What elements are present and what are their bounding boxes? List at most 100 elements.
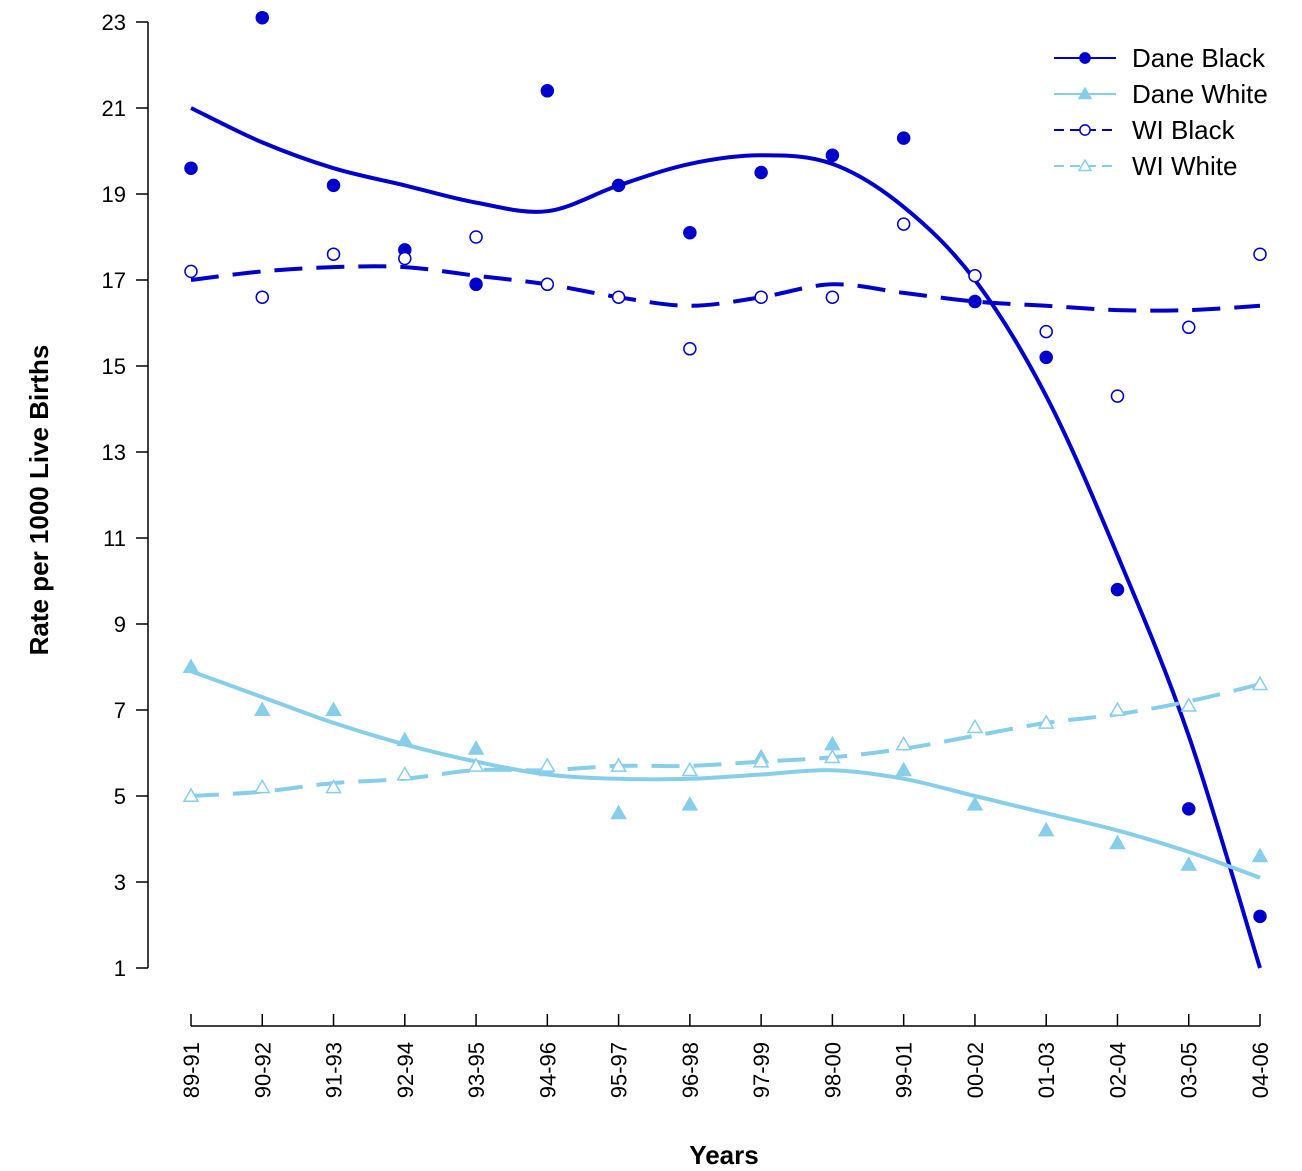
x-tick-label: 98-00 [820, 1042, 845, 1098]
legend-label-wi-white: WI White [1132, 151, 1237, 181]
x-tick-label: 95-97 [607, 1042, 632, 1098]
wi-white-point [253, 778, 271, 794]
legend-marker-wi-white [1077, 158, 1093, 172]
legend-item-dane-black: Dane Black [1054, 43, 1266, 73]
wi-black-point [1039, 324, 1053, 339]
legend-item-dane-white: Dane White [1054, 79, 1268, 109]
wi-white-point [966, 718, 984, 734]
x-tick-label: 03-05 [1177, 1042, 1202, 1098]
legend-label-dane-black: Dane Black [1132, 43, 1266, 73]
x-tick-label: 92-94 [393, 1042, 418, 1098]
dane-black-point [184, 161, 198, 175]
x-tick-label: 94-96 [535, 1042, 560, 1098]
wi-white-point [1109, 701, 1126, 716]
legend: Dane Black Dane White WI Black WI White [1054, 43, 1268, 181]
trend-lines [190, 106, 1262, 969]
dane-black-point [540, 84, 555, 98]
y-tick-label: 21 [102, 96, 126, 121]
dane-white-point [1251, 847, 1269, 863]
dane-black-point [1039, 350, 1053, 365]
dane-white-point [824, 735, 841, 751]
y-tick-label: 15 [102, 354, 126, 379]
dane-white-point [182, 658, 200, 673]
dane-black-point [255, 10, 270, 25]
y-tick-label: 7 [114, 698, 126, 723]
wi-white-point [467, 757, 485, 772]
wi-black-point [1110, 389, 1125, 403]
wi-white-point [1251, 675, 1269, 691]
data-points [182, 10, 1269, 924]
y-tick-label: 13 [102, 440, 126, 465]
dane-white-point [966, 796, 984, 811]
wi-white-trend-line [190, 682, 1261, 798]
wi-white-point [895, 735, 912, 751]
y-tick-label: 3 [114, 870, 126, 895]
wi-black-point [1181, 320, 1196, 335]
dane-black-point [1253, 909, 1267, 924]
legend-item-wi-white: WI White [1054, 151, 1237, 181]
wi-black-point [398, 251, 412, 266]
dane-black-point [611, 178, 626, 193]
dane-black-point [1110, 582, 1125, 597]
wi-black-point [1253, 247, 1267, 261]
dane-black-point [968, 294, 982, 309]
dane-white-point [895, 761, 912, 777]
y-axis-title: Rate per 1000 Live Births [24, 345, 54, 656]
wi-black-point [326, 247, 341, 261]
wi-black-point [968, 268, 982, 283]
x-tick-label: 90-92 [250, 1042, 275, 1098]
wi-white-point [1037, 714, 1055, 729]
dane-black-trend-line [190, 106, 1262, 969]
legend-label-wi-black: WI Black [1132, 115, 1236, 145]
dane-black-point [683, 225, 697, 240]
x-tick-label: 04-06 [1248, 1042, 1273, 1098]
legend-marker-dane-black [1079, 52, 1091, 64]
wi-black-trend-line [190, 264, 1261, 313]
wi-white-point [824, 748, 841, 764]
wi-white-point [396, 765, 414, 781]
dane-white-point [1180, 856, 1198, 871]
dane-white-point [1109, 834, 1126, 850]
dane-black-point [896, 131, 911, 145]
y-tick-label: 9 [114, 612, 126, 637]
x-tick-label: 97-99 [749, 1042, 774, 1098]
dane-white-point [1037, 821, 1055, 837]
x-tick-label: 01-03 [1034, 1042, 1059, 1098]
dane-white-point [681, 796, 699, 811]
y-tick-label: 17 [102, 268, 126, 293]
wi-white-point [182, 787, 200, 802]
wi-black-point [683, 342, 697, 356]
wi-white-point [325, 778, 342, 794]
wi-white-point [752, 753, 770, 768]
dane-black-point [326, 178, 341, 193]
dane-white-point [396, 731, 414, 747]
wi-white-point [681, 761, 699, 777]
y-tick-label: 1 [114, 956, 126, 981]
legend-marker-dane-white [1077, 86, 1093, 100]
x-tick-label: 93-95 [464, 1042, 489, 1098]
wi-black-point [255, 290, 270, 304]
y-tick-label: 23 [102, 10, 126, 35]
dane-white-trend-line [190, 669, 1261, 880]
dane-white-point [467, 740, 485, 755]
legend-marker-wi-black [1079, 124, 1091, 136]
dane-black-point [754, 165, 768, 180]
x-tick-label: 96-98 [678, 1042, 703, 1098]
x-tick-label: 02-04 [1105, 1042, 1130, 1098]
y-tick-label: 19 [102, 182, 126, 207]
wi-black-point [754, 290, 768, 304]
x-tick-label: 00-02 [963, 1042, 988, 1098]
legend-label-dane-white: Dane White [1132, 79, 1268, 109]
dane-black-point [825, 148, 840, 163]
wi-black-point [469, 230, 483, 244]
dane-white-point [253, 701, 271, 716]
x-tick-label: 99-01 [892, 1042, 917, 1098]
wi-black-point [896, 217, 911, 231]
x-tick-label: 89-91 [179, 1042, 204, 1098]
dane-white-point [325, 701, 342, 716]
wi-black-point [611, 290, 626, 304]
x-axis-title: Years [689, 1140, 758, 1170]
